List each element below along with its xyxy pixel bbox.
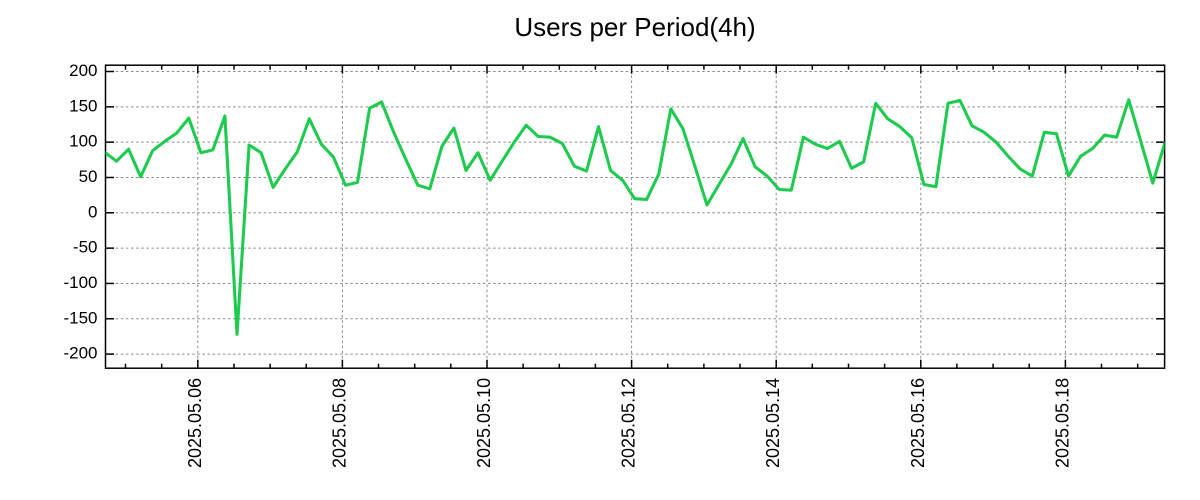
svg-text:-50: -50 — [73, 238, 98, 257]
svg-text:Users per Period(4h): Users per Period(4h) — [514, 12, 755, 42]
svg-text:-150: -150 — [63, 308, 97, 327]
svg-text:50: 50 — [79, 167, 98, 186]
svg-text:2025.05.08: 2025.05.08 — [329, 378, 349, 468]
svg-text:100: 100 — [69, 132, 97, 151]
svg-text:150: 150 — [69, 96, 97, 115]
svg-text:2025.05.16: 2025.05.16 — [908, 378, 928, 468]
svg-text:2025.05.18: 2025.05.18 — [1052, 378, 1072, 468]
svg-text:2025.05.10: 2025.05.10 — [474, 378, 494, 468]
svg-text:2025.05.12: 2025.05.12 — [619, 378, 639, 468]
svg-text:-200: -200 — [63, 344, 97, 363]
svg-text:2025.05.06: 2025.05.06 — [185, 378, 205, 468]
svg-text:-100: -100 — [63, 273, 97, 292]
svg-text:200: 200 — [69, 61, 97, 80]
svg-text:0: 0 — [88, 202, 97, 221]
svg-text:2025.05.14: 2025.05.14 — [763, 378, 783, 468]
